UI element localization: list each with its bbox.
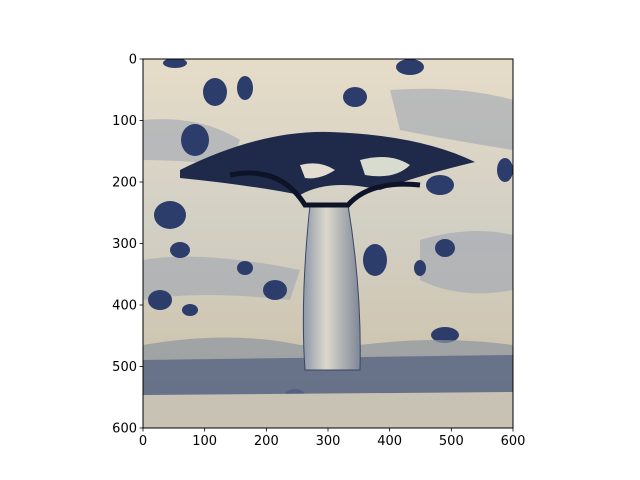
x-tick-label: 0 [139, 434, 147, 449]
x-tick-label: 500 [439, 434, 464, 449]
image [143, 59, 513, 428]
y-tick-label: 300 [112, 237, 137, 252]
x-tick-label: 300 [316, 434, 341, 449]
y-tick-label: 600 [112, 422, 137, 437]
x-tick-label: 400 [377, 434, 402, 449]
y-tick-label: 100 [112, 114, 137, 129]
x-tick-label: 600 [501, 434, 526, 449]
y-tick-label: 200 [112, 176, 137, 191]
x-tick-label: 100 [192, 434, 217, 449]
y-tick-label: 500 [112, 360, 137, 375]
y-tick-label: 0 [129, 53, 137, 68]
x-tick-label: 200 [254, 434, 279, 449]
y-tick-label: 400 [112, 299, 137, 314]
